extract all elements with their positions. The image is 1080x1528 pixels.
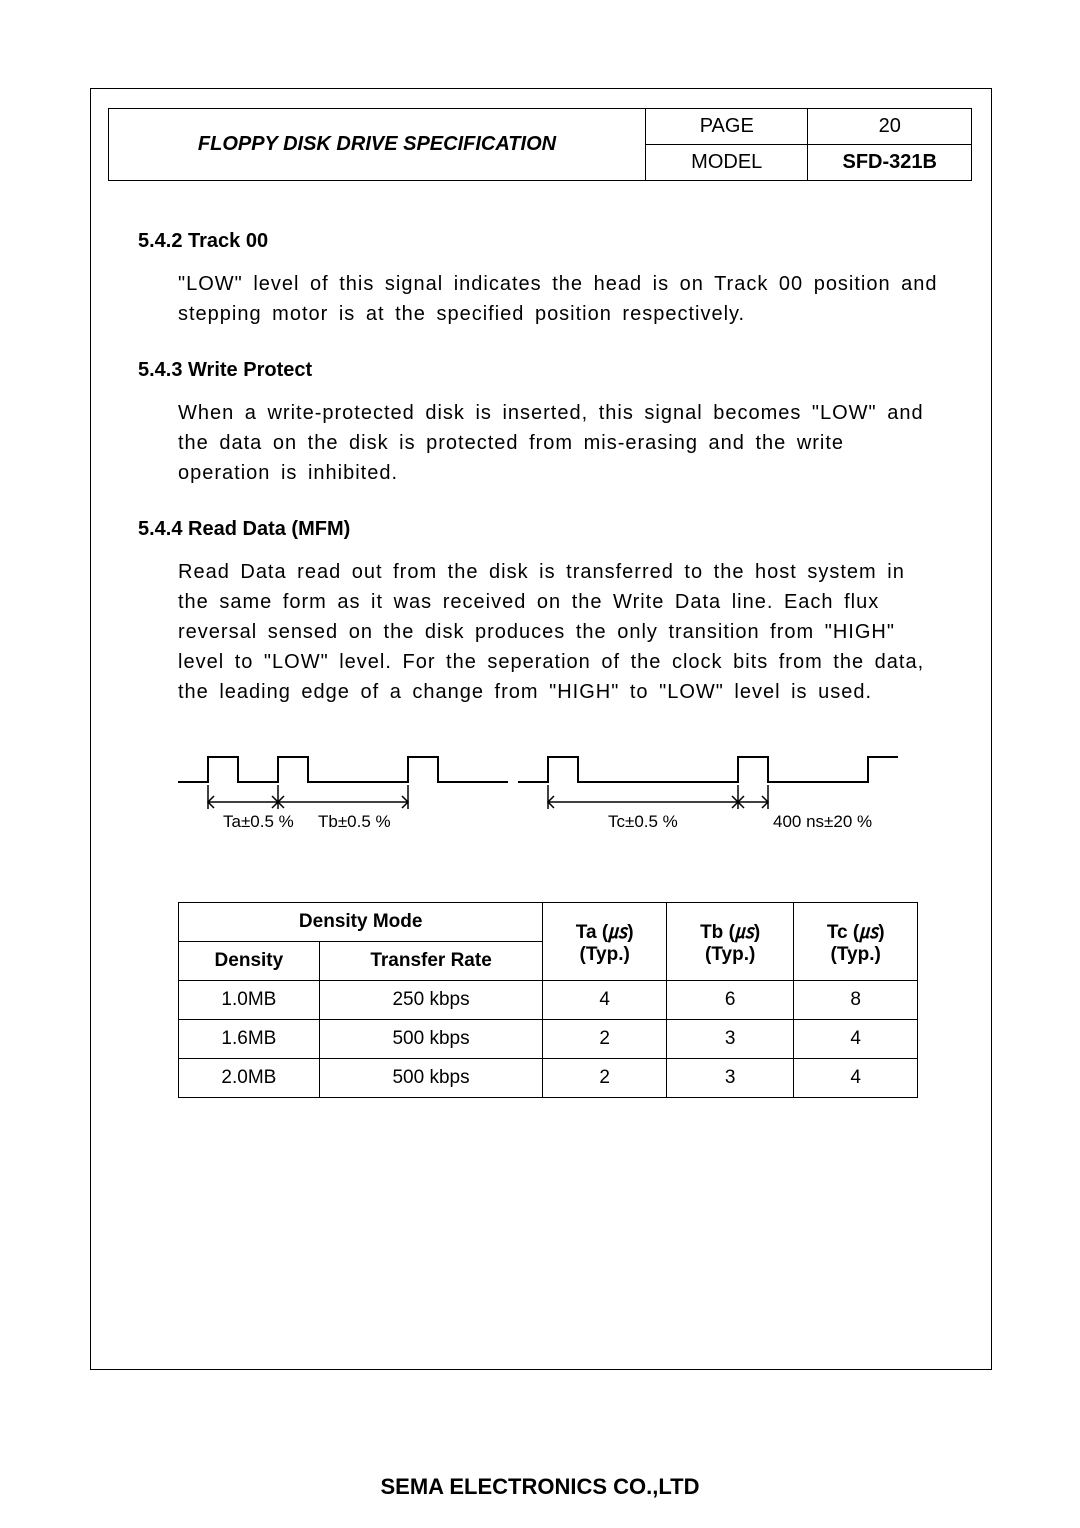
section-body: When a write-protected disk is inserted,… [138, 398, 938, 488]
density-table: Density Mode Ta (㎲) (Typ.) Tb (㎲) (Typ.)… [178, 902, 918, 1098]
td-tc: 4 [794, 1059, 918, 1098]
timing-diagram: Ta±0.5 % Tb±0.5 % Tc±0.5 % [178, 747, 938, 862]
td-tb: 6 [666, 981, 793, 1020]
timing-svg: Ta±0.5 % Tb±0.5 % Tc±0.5 % [178, 747, 898, 857]
timing-label-tc: Tc±0.5 % [608, 812, 678, 831]
page-label: PAGE [646, 109, 808, 145]
section-track00: 5.4.2 Track 00 "LOW" level of this signa… [138, 230, 938, 329]
section-read-data: 5.4.4 Read Data (MFM) Read Data read out… [138, 518, 938, 707]
td-tb: 3 [666, 1059, 793, 1098]
footer: SEMA ELECTRONICS CO.,LTD [0, 1474, 1080, 1500]
section-body: "LOW" level of this signal indicates the… [138, 269, 938, 329]
timing-label-pw: 400 ns±20 % [773, 812, 872, 831]
td-density: 1.0MB [179, 981, 320, 1020]
td-ta: 4 [543, 981, 667, 1020]
section-body: Read Data read out from the disk is tran… [138, 557, 938, 707]
table-row: 2.0MB 500 kbps 2 3 4 [179, 1059, 918, 1098]
page-value: 20 [808, 109, 972, 145]
table-row: 1.6MB 500 kbps 2 3 4 [179, 1020, 918, 1059]
th-tc: Tc (㎲) (Typ.) [794, 903, 918, 981]
timing-label-tb: Tb±0.5 % [318, 812, 391, 831]
th-density: Density [179, 942, 320, 981]
td-density: 2.0MB [179, 1059, 320, 1098]
td-density: 1.6MB [179, 1020, 320, 1059]
td-rate: 250 kbps [319, 981, 543, 1020]
th-mode: Density Mode [179, 903, 543, 942]
timing-label-ta: Ta±0.5 % [223, 812, 294, 831]
model-value: SFD-321B [808, 145, 972, 181]
header-title: FLOPPY DISK DRIVE SPECIFICATION [109, 109, 646, 181]
td-rate: 500 kbps [319, 1020, 543, 1059]
td-tc: 4 [794, 1020, 918, 1059]
td-tc: 8 [794, 981, 918, 1020]
td-rate: 500 kbps [319, 1059, 543, 1098]
content: 5.4.2 Track 00 "LOW" level of this signa… [138, 200, 938, 1098]
th-tb: Tb (㎲) (Typ.) [666, 903, 793, 981]
header-table: FLOPPY DISK DRIVE SPECIFICATION PAGE 20 … [108, 108, 972, 181]
td-ta: 2 [543, 1020, 667, 1059]
table-row: 1.0MB 250 kbps 4 6 8 [179, 981, 918, 1020]
section-heading: 5.4.4 Read Data (MFM) [138, 518, 938, 541]
th-ta: Ta (㎲) (Typ.) [543, 903, 667, 981]
model-label: MODEL [646, 145, 808, 181]
section-write-protect: 5.4.3 Write Protect When a write-protect… [138, 359, 938, 488]
section-heading: 5.4.3 Write Protect [138, 359, 938, 382]
td-tb: 3 [666, 1020, 793, 1059]
td-ta: 2 [543, 1059, 667, 1098]
th-rate: Transfer Rate [319, 942, 543, 981]
section-heading: 5.4.2 Track 00 [138, 230, 938, 253]
